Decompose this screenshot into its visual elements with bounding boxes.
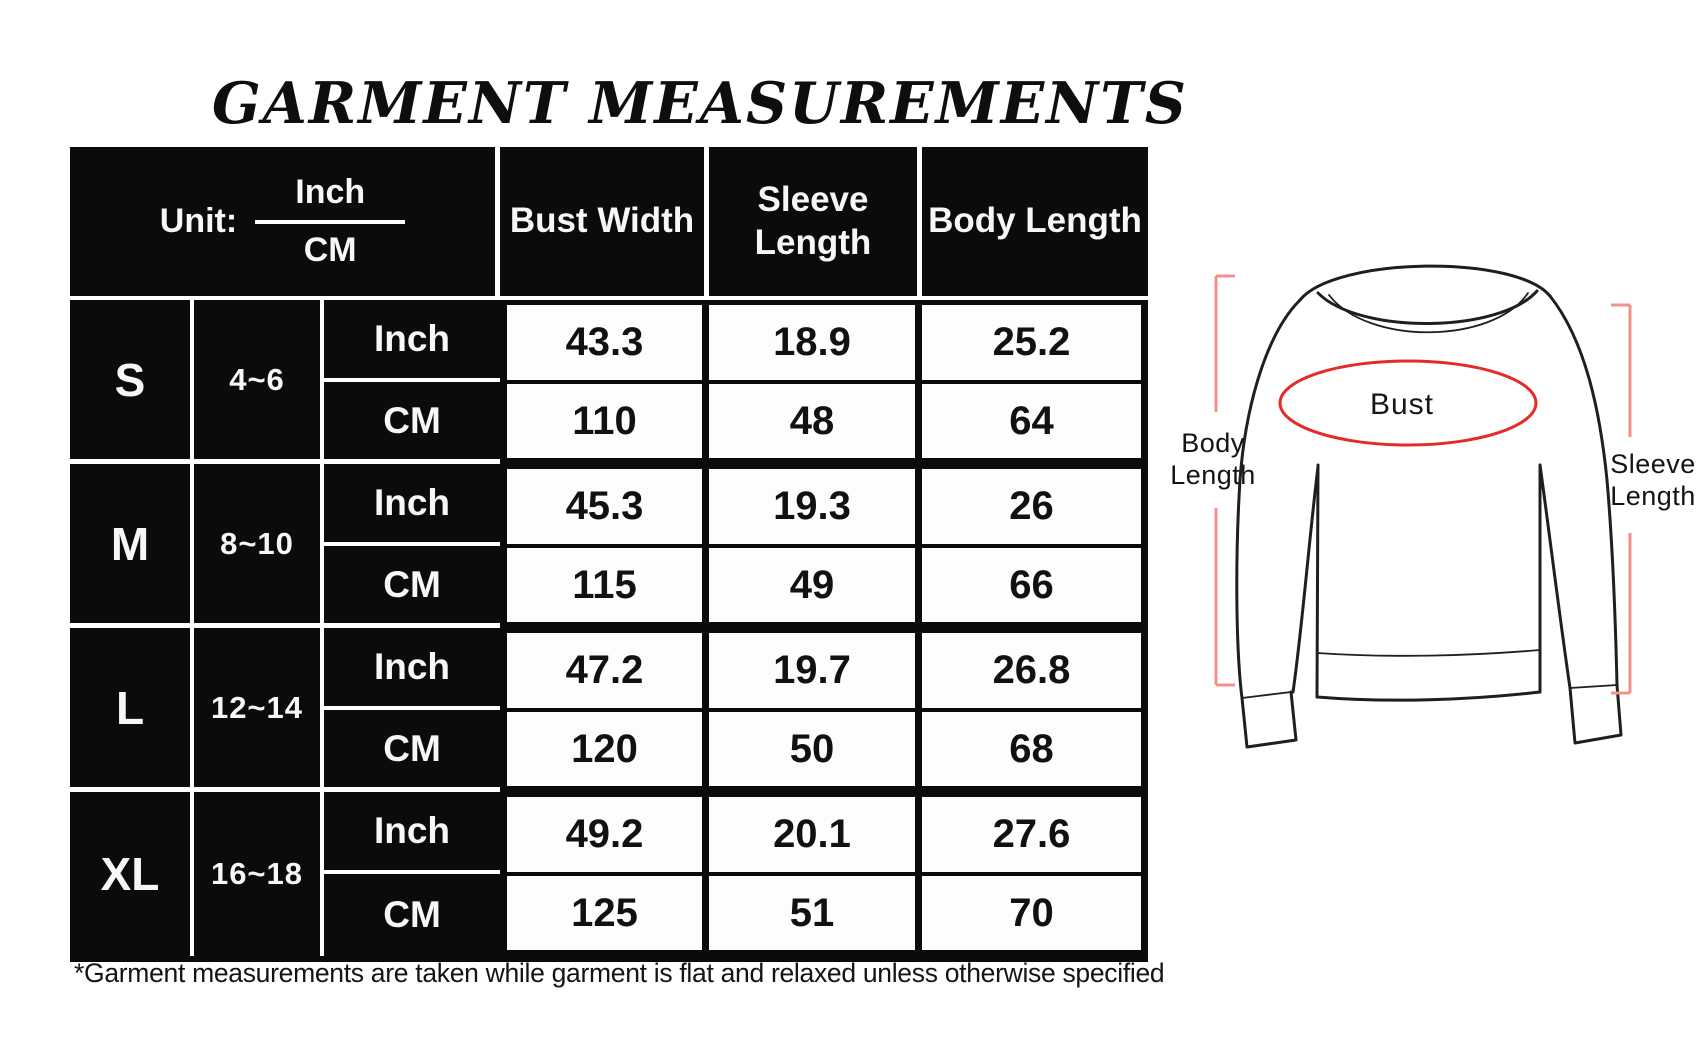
size-range-cell: 12~14 [194,628,324,792]
size-range-cell: 8~10 [194,464,324,628]
size-range-cell: 16~18 [194,792,324,956]
measurement-value-cell: 20.1 [709,797,915,872]
measurement-value-cell: 66 [922,548,1141,622]
measurement-value-cell: 64 [922,384,1141,458]
bust-label: Bust [1370,388,1434,421]
unit-row-label-cm: CM [324,874,500,956]
unit-row-label-inch: Inch [324,464,500,546]
unit-option-cm: CM [303,230,357,269]
measurement-value-cell: 18.9 [709,305,915,380]
body-length-bracket [1214,274,1235,687]
size-measurement-table: Unit: Inch CM Bust Width Sleeve Length B… [70,147,1148,962]
measurement-value-cell: 48 [709,384,915,458]
unit-row-label-cm: CM [324,546,500,628]
measurement-value-cell: 19.7 [709,633,915,708]
body-length-label-line2: Length [1170,460,1256,490]
bust-ellipse [1278,359,1538,447]
unit-row-label-cm: CM [324,710,500,792]
measurement-value-cell: 25.2 [922,305,1141,380]
measurement-value-cell: 26.8 [922,633,1141,708]
measurement-value-cell: 120 [507,712,702,786]
measurement-value-cell: 49.2 [507,797,702,872]
unit-option-inch: Inch [255,172,406,224]
measurement-value-cell: 125 [507,876,702,950]
sleeve-length-label-line2: Length [1610,481,1696,511]
measurement-value-cell: 70 [922,876,1141,950]
unit-row-label-inch: Inch [324,628,500,710]
unit-row-label-cm: CM [324,382,500,464]
measurement-value-cell: 27.6 [922,797,1141,872]
measurement-value-cell: 115 [507,548,702,622]
measurement-value-cell: 26 [922,469,1141,544]
sleeve-length-bracket [1611,303,1632,695]
unit-header-cell: Unit: Inch CM [70,147,500,300]
measurement-value-cell: 51 [709,876,915,950]
size-range-cell: 4~6 [194,300,324,464]
unit-row-label-inch: Inch [324,300,500,382]
measurement-value-cell: 110 [507,384,702,458]
sweater-diagram: Bust Body Length Sleeve Length [1170,264,1696,749]
footnote: *Garment measurements are taken while ga… [74,958,1165,988]
column-header-bust-width: Bust Width [500,147,709,300]
measurement-value-cell: 45.3 [507,469,702,544]
measurement-value-cell: 43.3 [507,305,702,380]
size-cell-s: S [70,300,194,464]
size-cell-l: L [70,628,194,792]
sleeve-length-label-line1: Sleeve [1610,449,1696,479]
size-cell-m: M [70,464,194,628]
unit-label: Unit: [159,201,238,240]
unit-row-label-inch: Inch [324,792,500,874]
measurement-value-cell: 50 [709,712,915,786]
measurement-value-cell: 49 [709,548,915,622]
column-header-sleeve-length: Sleeve Length [709,147,922,300]
body-length-label-line1: Body [1181,428,1245,458]
measurement-value-cell: 19.3 [709,469,915,544]
page-title: GARMENT MEASUREMENTS [212,70,1188,137]
sweater-outline [1235,264,1623,749]
size-cell-xl: XL [70,792,194,956]
measurement-value-cell: 47.2 [507,633,702,708]
measurement-value-cell: 68 [922,712,1141,786]
column-header-body-length: Body Length [922,147,1148,300]
unit-options: Inch CM [255,172,406,271]
